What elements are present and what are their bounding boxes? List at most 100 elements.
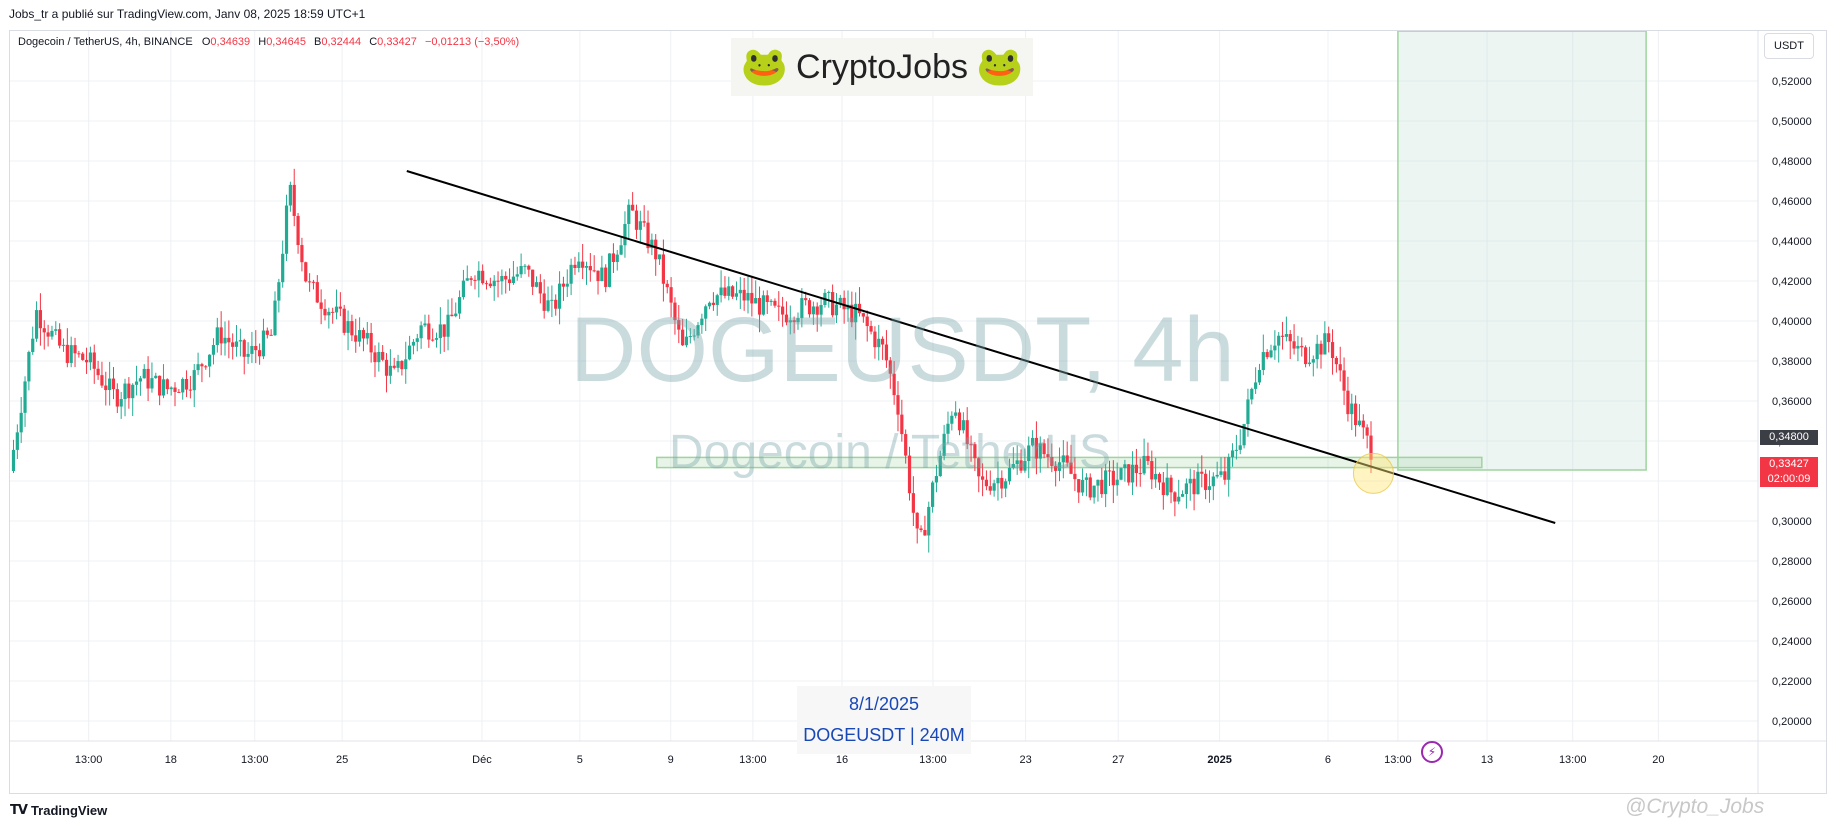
candle-body bbox=[223, 337, 227, 344]
candle-body bbox=[980, 476, 985, 480]
price-tick-label: 0,22000 bbox=[1772, 676, 1812, 688]
candle-body bbox=[896, 395, 900, 415]
candle-body bbox=[946, 423, 950, 434]
candle-body bbox=[1273, 345, 1277, 351]
candle-body bbox=[696, 325, 700, 336]
candle-body bbox=[1350, 403, 1354, 415]
candle-body bbox=[1061, 455, 1065, 463]
candle-body bbox=[1346, 390, 1350, 415]
candle-body bbox=[900, 414, 904, 435]
candle-body bbox=[1265, 352, 1269, 358]
brand-banner: 🐸 CryptoJobs 🐸 bbox=[731, 38, 1033, 96]
candle-body bbox=[288, 184, 292, 206]
candle-body bbox=[1034, 437, 1039, 459]
candle-body bbox=[523, 265, 527, 267]
candle-body bbox=[588, 266, 592, 271]
candle-body bbox=[857, 303, 862, 314]
lightning-icon[interactable]: ⚡ bbox=[1421, 741, 1443, 763]
tradingview-logo[interactable]: 𝗧𝗩 TradingView bbox=[10, 802, 107, 818]
candle-body bbox=[1065, 455, 1069, 463]
candle-body bbox=[504, 275, 508, 280]
candle-body bbox=[1215, 474, 1219, 477]
candle-body bbox=[638, 221, 642, 230]
candle-body bbox=[1196, 471, 1200, 495]
candle-body bbox=[988, 486, 992, 491]
candle-body bbox=[342, 308, 346, 333]
candle-body bbox=[577, 261, 581, 269]
candle-body bbox=[1246, 399, 1250, 425]
candle-body bbox=[108, 378, 112, 391]
candle-body bbox=[681, 329, 685, 346]
price-tick-label: 0,28000 bbox=[1772, 556, 1812, 568]
candle-body bbox=[58, 329, 62, 346]
candle-body bbox=[304, 262, 308, 282]
candle-body bbox=[1157, 473, 1162, 483]
candle-body bbox=[1307, 362, 1312, 365]
candle-body bbox=[734, 293, 739, 297]
candle-body bbox=[381, 351, 385, 360]
candle-body bbox=[138, 378, 143, 382]
candle-body bbox=[1188, 478, 1192, 484]
candle-body bbox=[1027, 445, 1031, 462]
author-credit: @Crypto_Jobs bbox=[1625, 795, 1765, 818]
time-tick-label: 9 bbox=[668, 754, 674, 766]
candle-body bbox=[1015, 460, 1019, 465]
candle-body bbox=[34, 310, 39, 339]
candle-body bbox=[1123, 464, 1127, 469]
candle-body bbox=[334, 306, 339, 313]
candle-body bbox=[715, 295, 719, 305]
price-tick-label: 0,42000 bbox=[1772, 276, 1812, 288]
candle-body bbox=[165, 379, 169, 390]
candle-body bbox=[754, 298, 758, 304]
candle-body bbox=[584, 266, 589, 268]
candle-body bbox=[738, 289, 742, 294]
caption-date: 8/1/2025 bbox=[848, 694, 920, 714]
candle-body bbox=[607, 253, 612, 287]
last-price-value: 0,33427 bbox=[1769, 458, 1809, 470]
candle-body bbox=[84, 359, 89, 363]
time-tick-label: 23 bbox=[1019, 754, 1031, 766]
price-tick-label: 0,36000 bbox=[1772, 396, 1812, 408]
candlestick-chart[interactable]: 0,20000 0,22000 0,24000 0,26000 0,28000 0,300… bbox=[10, 31, 1826, 793]
candle-body bbox=[1269, 350, 1273, 358]
legend-close-label: C bbox=[369, 36, 378, 48]
candle-body bbox=[81, 353, 85, 360]
candle-body bbox=[527, 265, 531, 270]
candle-body bbox=[815, 306, 819, 315]
candle-body bbox=[300, 245, 304, 263]
candle-body bbox=[1004, 481, 1008, 489]
chart-frame[interactable]: 0,20000 0,22000 0,24000 0,26000 0,28000 0,300… bbox=[9, 30, 1827, 794]
caption-symbol: DOGEUSDT | 240M bbox=[803, 725, 965, 745]
candle-body bbox=[265, 330, 269, 335]
candle-body bbox=[615, 254, 619, 262]
candle-body bbox=[431, 339, 435, 341]
candle-body bbox=[800, 298, 804, 319]
candle-body bbox=[1115, 479, 1119, 486]
tradingview-logo-text: TradingView bbox=[30, 802, 108, 818]
candle-body bbox=[1000, 477, 1004, 489]
candle-body bbox=[1192, 478, 1196, 495]
candle-body bbox=[1111, 470, 1115, 486]
candle-body bbox=[234, 341, 239, 347]
candle-body bbox=[531, 269, 535, 287]
candle-body bbox=[915, 512, 919, 529]
candle-body bbox=[746, 292, 750, 301]
candle-body bbox=[750, 292, 754, 304]
candle-body bbox=[1315, 343, 1319, 360]
candle-body bbox=[1046, 454, 1050, 458]
candle-body bbox=[1180, 494, 1185, 497]
candle-body bbox=[877, 338, 881, 348]
time-tick-label: Déc bbox=[472, 754, 492, 766]
currency-button[interactable]: USDT bbox=[1764, 33, 1814, 59]
brand-name: CryptoJobs bbox=[796, 47, 968, 86]
candle-body bbox=[123, 383, 127, 400]
candle-body bbox=[404, 359, 408, 370]
candle-body bbox=[911, 493, 915, 513]
candle-body bbox=[457, 297, 462, 314]
legend-low-label: B bbox=[314, 36, 322, 48]
candle-body bbox=[731, 286, 735, 297]
candle-body bbox=[665, 283, 669, 288]
candle-body bbox=[115, 389, 119, 407]
candle-body bbox=[573, 264, 577, 269]
candle-body bbox=[27, 352, 31, 382]
